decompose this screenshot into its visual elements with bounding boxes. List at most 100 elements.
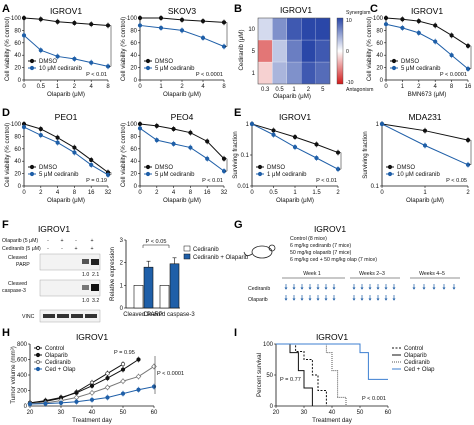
y-tick-label: 20 <box>130 172 137 178</box>
data-point <box>74 390 79 395</box>
legend-label: Ced + Olap <box>45 367 76 373</box>
dose-arrow-head <box>324 298 328 301</box>
dose-arrow-head <box>384 298 388 301</box>
dose-arrow-head <box>316 298 320 301</box>
x-tick-label: 1 <box>423 190 427 196</box>
schematic-week45: Weeks 4–5 <box>419 271 445 277</box>
heatmap-x-tick: 1 <box>292 87 296 93</box>
blot-quant-ccasp-1: 1.0 <box>82 298 89 304</box>
y-tick-label: 1 <box>120 283 124 289</box>
data-point <box>21 33 27 38</box>
heatmap-y-tick: 10 <box>248 27 255 33</box>
data-point <box>104 384 111 391</box>
dose-arrow-head <box>352 298 356 301</box>
x-tick-label: 2 <box>417 84 421 90</box>
y-tick-label: 600 <box>17 358 28 364</box>
y-tick-label: 1 <box>376 122 380 128</box>
x-tick-label: 2 <box>336 190 340 196</box>
heatmap-y-tick: 5 <box>252 49 256 55</box>
blot-sign-olaparib: - <box>75 238 77 244</box>
series-line-0 <box>139 123 225 160</box>
heatmap-cell <box>301 17 316 41</box>
data-point <box>271 132 276 137</box>
x-axis-label: Olaparib (μM) <box>47 197 85 204</box>
data-point <box>120 367 126 372</box>
data-point <box>205 139 210 144</box>
dose-arrow-head <box>300 298 304 301</box>
y-tick-label: 1 <box>246 122 250 128</box>
heatmap-cell <box>272 61 287 85</box>
y-tick-label: 40 <box>14 53 21 59</box>
chart-d1: PEO1 0 20 40 60 80 100 0 2 4 8 16 32 Olaparib (μM) Cel… <box>4 112 112 204</box>
y-axis-label: Cell viability (% control) <box>4 123 11 187</box>
legend-label: Ced + Olap <box>404 367 435 373</box>
panel-b-title: IGROV1 <box>280 5 312 15</box>
legend-label: 5 μM cediranib <box>155 172 195 178</box>
data-point <box>21 124 27 130</box>
series-line-1 <box>23 34 109 67</box>
x-tick-label: 40 <box>329 410 336 416</box>
chart-e1: IGROV1 0.01 0.1 1 0 0.5 1 1.5 2 Olaparib (μM) Surv… <box>232 112 342 204</box>
chart-c: IGROV1 0 20 40 60 80 100 0 1 2 4 8 16 BMN673 (μM) Cell… <box>366 6 472 98</box>
x-tick-label: 4 <box>90 84 94 90</box>
chart-title: IGROV1 <box>411 6 443 16</box>
y-tick-label: 2 <box>120 261 124 267</box>
blot-label-cparp-1: Cleaved <box>8 255 27 261</box>
heatmap-cells <box>257 17 331 85</box>
chart-title: SKOV3 <box>168 6 197 16</box>
blot-panel-vinc <box>39 309 101 323</box>
data-point <box>38 17 43 22</box>
dose-arrow-head <box>324 287 328 290</box>
data-point <box>72 150 77 155</box>
dose-arrow-head <box>384 287 388 290</box>
dose-arrow-head <box>308 298 312 301</box>
x-tick-label: Cleaved caspase-3 <box>143 312 195 318</box>
heatmap-ticks: 0.3 0.5 1 2 5 1 5 10 <box>248 27 325 93</box>
data-point <box>314 142 319 147</box>
y-tick-label: 100 <box>11 16 22 22</box>
heatmap-cell <box>257 61 273 85</box>
dose-arrow-head <box>284 287 288 290</box>
legend-swatch <box>183 245 191 252</box>
chart-d2: PEO4 0 20 40 60 80 100 0 2 4 8 16 32 Olaparib (μM) Cel… <box>120 112 228 204</box>
data-point <box>38 48 43 53</box>
x-tick-label: 20 <box>273 410 280 416</box>
y-tick-label: 60 <box>14 147 21 153</box>
chart-title: PEO4 <box>171 112 194 122</box>
dose-arrow-head <box>308 287 312 290</box>
x-tick-label: 2 <box>466 190 470 196</box>
data-point <box>188 130 193 135</box>
heatmap-ylabel: Cediranib (μM) <box>238 29 245 70</box>
significance-bracket <box>339 152 342 170</box>
heatmap-cell <box>286 17 302 41</box>
dose-arrow-head <box>300 287 304 290</box>
data-point <box>89 22 94 27</box>
dose-arrow-head <box>368 287 372 290</box>
colorbar-antagonism-label: Antagonism <box>346 87 373 93</box>
blot-band-vinc-3 <box>71 314 83 318</box>
blot-sign-olaparib: + <box>90 238 93 244</box>
data-point <box>105 371 110 376</box>
y-axis-label: Relative expression <box>109 246 116 301</box>
panel-label-a: A <box>2 3 10 15</box>
data-point <box>135 373 142 380</box>
y-axis-label: Cell viability (% control) <box>366 17 373 81</box>
y-tick-label: 100 <box>127 16 138 22</box>
heatmap-cell <box>315 61 331 85</box>
legend-marker <box>29 58 35 64</box>
y-tick-label: 80 <box>14 28 21 34</box>
significance-bracket <box>109 172 112 176</box>
legend-label: Cediranib + Olaparib <box>193 255 249 261</box>
legend-marker <box>29 65 35 71</box>
bar <box>143 266 154 309</box>
legend-label: 5 μM cediranib <box>39 172 79 178</box>
x-tick-label: Cleaved PARP <box>123 312 163 318</box>
bar <box>169 263 180 309</box>
x-tick-label: 30 <box>58 410 65 416</box>
heatmap-cell <box>272 17 287 41</box>
chart-a2: SKOV3 0 20 40 60 80 100 0 1 2 4 8 Olaparib (μM) Cell … <box>120 6 228 98</box>
x-tick-label: 4 <box>201 84 205 90</box>
blot-row-cediranib: Cediranib (5 μM) <box>2 246 41 252</box>
